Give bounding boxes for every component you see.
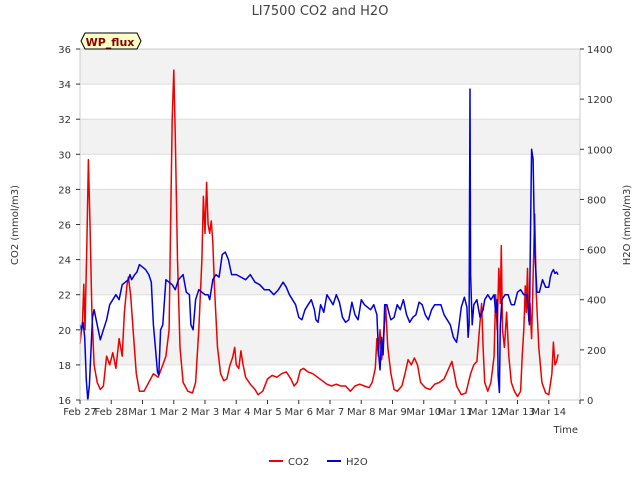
x-tick-label: Mar 14 xyxy=(531,407,566,418)
badge-label: WP_flux xyxy=(86,36,135,49)
background-bands xyxy=(80,49,580,365)
x-tick-label: Mar 1 xyxy=(128,407,156,418)
series-line-co2 xyxy=(79,69,559,398)
x-tick-label: Mar 12 xyxy=(469,407,504,418)
y-left-tick-label: 32 xyxy=(58,115,71,126)
x-tick-label: Mar 9 xyxy=(378,407,406,418)
background-band-3 xyxy=(80,119,580,155)
x-tick-label: Feb 28 xyxy=(94,407,128,418)
y-right-tick-label: 1200 xyxy=(587,95,612,106)
badge-shape xyxy=(80,32,142,50)
x-tick-label: Mar 10 xyxy=(406,407,441,418)
y-right-tick-label: 1000 xyxy=(587,145,612,156)
x-tick-label: Mar 2 xyxy=(160,407,188,418)
x-tick-label: Mar 11 xyxy=(438,407,473,418)
series-line-h2o xyxy=(79,88,559,401)
y-left-axis-label: CO2 (mmol/m3) xyxy=(10,185,21,265)
x-tick-label: Mar 5 xyxy=(253,407,281,418)
x-tick-label: Mar 4 xyxy=(222,407,250,418)
y-left-tick-label: 24 xyxy=(58,256,71,267)
x-tick-label: Feb 27 xyxy=(63,407,97,418)
y-left-tick-label: 26 xyxy=(58,221,71,232)
wp-flux-badge: WP_flux xyxy=(80,32,142,50)
x-tick-label: Mar 7 xyxy=(316,407,344,418)
y-right-tick-label: 400 xyxy=(587,296,606,307)
y-right-axis-label: H2O (mmol/m3) xyxy=(622,185,633,266)
y-right-tick-label: 1400 xyxy=(587,45,612,56)
background-band-1 xyxy=(80,259,580,295)
legend-label-h2o: H2O xyxy=(346,457,368,468)
y-right-axis-ticks: 0 200 400 600 800 1000 1200 1400 xyxy=(580,45,612,407)
y-left-axis-ticks: 16 18 20 22 24 26 28 30 32 34 36 xyxy=(58,45,80,407)
y-right-tick-label: 600 xyxy=(587,246,606,257)
x-tick-label: Mar 8 xyxy=(347,407,375,418)
y-left-tick-label: 36 xyxy=(58,45,71,56)
background-band-4 xyxy=(80,49,580,85)
background-band-0 xyxy=(80,329,580,365)
y-left-tick-label: 22 xyxy=(58,291,71,302)
background-band-2 xyxy=(80,189,580,225)
x-tick-label: Mar 13 xyxy=(500,407,535,418)
y-left-tick-label: 30 xyxy=(58,150,71,161)
y-left-tick-label: 34 xyxy=(58,80,71,91)
series-lines xyxy=(79,69,559,401)
legend-label-co2: CO2 xyxy=(288,457,309,468)
y-right-tick-label: 200 xyxy=(587,346,606,357)
y-left-tick-label: 18 xyxy=(58,361,71,372)
y-right-tick-label: 0 xyxy=(587,396,593,407)
chart-title: LI7500 CO2 and H2O xyxy=(252,4,389,19)
x-axis-label: Time xyxy=(553,425,578,436)
y-left-tick-label: 20 xyxy=(58,326,71,337)
x-tick-label: Mar 6 xyxy=(285,407,313,418)
y-left-tick-label: 28 xyxy=(58,185,71,196)
y-right-tick-label: 800 xyxy=(587,195,606,206)
x-tick-label: Mar 3 xyxy=(191,407,219,418)
legend: CO2 H2O xyxy=(269,457,368,468)
y-left-tick-label: 16 xyxy=(58,396,71,407)
